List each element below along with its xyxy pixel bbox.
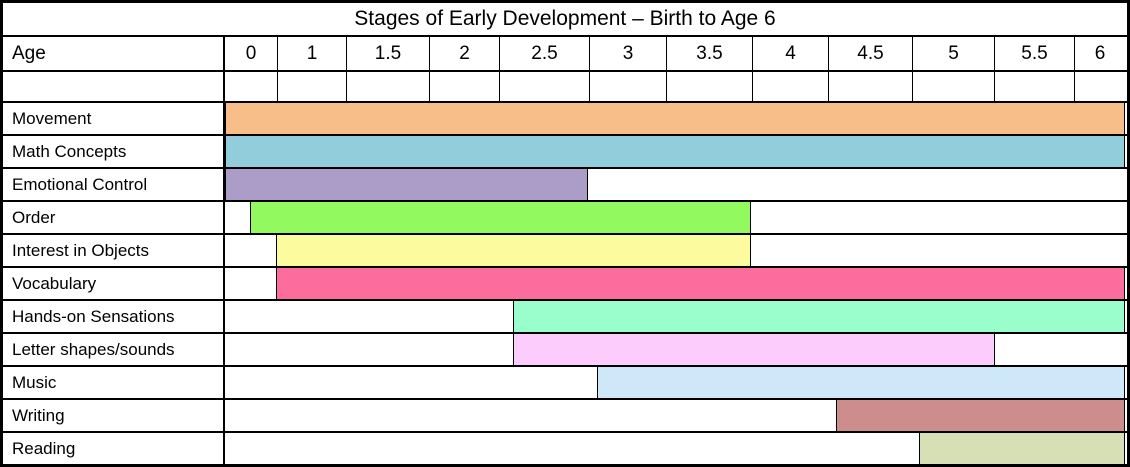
stage-row: Vocabulary: [3, 268, 1127, 301]
age-header-label: Age: [3, 37, 225, 70]
age-tick-0: 0: [225, 37, 278, 70]
spacer-cell-4.5: [829, 72, 913, 101]
stage-label: Order: [3, 202, 225, 233]
bar-area: [225, 103, 1127, 134]
spacer-cell-1.5: [347, 72, 430, 101]
bar-area: [225, 268, 1127, 299]
age-tick-4: 4: [753, 37, 829, 70]
spacer-grid-cells: [225, 72, 1127, 101]
age-tick-2.5: 2.5: [500, 37, 590, 70]
stage-label: Writing: [3, 400, 225, 431]
age-tick-row: 0 1 1.5 2 2.5 3 3.5 4 4.5 5 5.5 6: [225, 37, 1127, 70]
spacer-cell-5: [913, 72, 995, 101]
bar-area: [225, 400, 1127, 431]
spacer-cell-5.5: [995, 72, 1075, 101]
age-tick-1: 1: [278, 37, 347, 70]
stage-bar: [225, 136, 1125, 167]
bar-area: [225, 136, 1127, 167]
stage-bar: [225, 103, 1125, 134]
stage-label: Math Concepts: [3, 136, 225, 167]
bar-area: [225, 433, 1127, 464]
bar-area: [225, 169, 1127, 200]
stage-row: Writing: [3, 400, 1127, 433]
stage-row: Order: [3, 202, 1127, 235]
bar-area: [225, 334, 1127, 365]
stage-bar: [597, 367, 1125, 398]
age-header-row: Age 0 1 1.5 2 2.5 3 3.5 4 4.5 5 5.5 6: [3, 37, 1127, 72]
spacer-cell-3: [590, 72, 667, 101]
stage-label: Hands-on Sensations: [3, 301, 225, 332]
spacer-cell-6: [1075, 72, 1125, 101]
stage-row: Emotional Control: [3, 169, 1127, 202]
age-tick-1.5: 1.5: [347, 37, 430, 70]
chart-title: Stages of Early Development – Birth to A…: [3, 3, 1127, 37]
stage-row: Music: [3, 367, 1127, 400]
spacer-cell-1: [278, 72, 347, 101]
bar-area: [225, 235, 1127, 266]
age-tick-5.5: 5.5: [995, 37, 1075, 70]
stage-bar: [225, 169, 588, 200]
spacer-cell-4: [753, 72, 829, 101]
bar-area: [225, 301, 1127, 332]
stage-bar: [836, 400, 1125, 431]
stage-row: Movement: [3, 103, 1127, 136]
stage-row: Reading: [3, 433, 1127, 464]
stage-bar: [276, 268, 1125, 299]
stage-bar: [919, 433, 1125, 464]
stage-label: Reading: [3, 433, 225, 464]
age-tick-3: 3: [590, 37, 667, 70]
spacer-cell-2.5: [500, 72, 590, 101]
age-tick-4.5: 4.5: [829, 37, 913, 70]
age-tick-2: 2: [430, 37, 500, 70]
stage-bar: [276, 235, 751, 266]
age-tick-3.5: 3.5: [667, 37, 753, 70]
stage-label: Vocabulary: [3, 268, 225, 299]
spacer-cell-3.5: [667, 72, 753, 101]
stage-row: Math Concepts: [3, 136, 1127, 169]
bar-area: [225, 367, 1127, 398]
stage-bar: [513, 301, 1125, 332]
stage-row: Interest in Objects: [3, 235, 1127, 268]
stage-label: Interest in Objects: [3, 235, 225, 266]
age-tick-5: 5: [913, 37, 995, 70]
stage-rows: Movement Math Concepts Emotional Control Or…: [3, 103, 1127, 464]
spacer-row: [3, 72, 1127, 103]
age-tick-6: 6: [1094, 42, 1106, 64]
stage-label: Emotional Control: [3, 169, 225, 200]
stage-label: Letter shapes/sounds: [3, 334, 225, 365]
stage-row: Letter shapes/sounds: [3, 334, 1127, 367]
stage-row: Hands-on Sensations: [3, 301, 1127, 334]
stage-bar: [513, 334, 995, 365]
stage-bar: [250, 202, 751, 233]
bar-area: [225, 202, 1127, 233]
spacer-label-cell: [3, 72, 225, 101]
stage-label: Movement: [3, 103, 225, 134]
spacer-cell-0: [225, 72, 278, 101]
spacer-cell-2: [430, 72, 500, 101]
stage-label: Music: [3, 367, 225, 398]
